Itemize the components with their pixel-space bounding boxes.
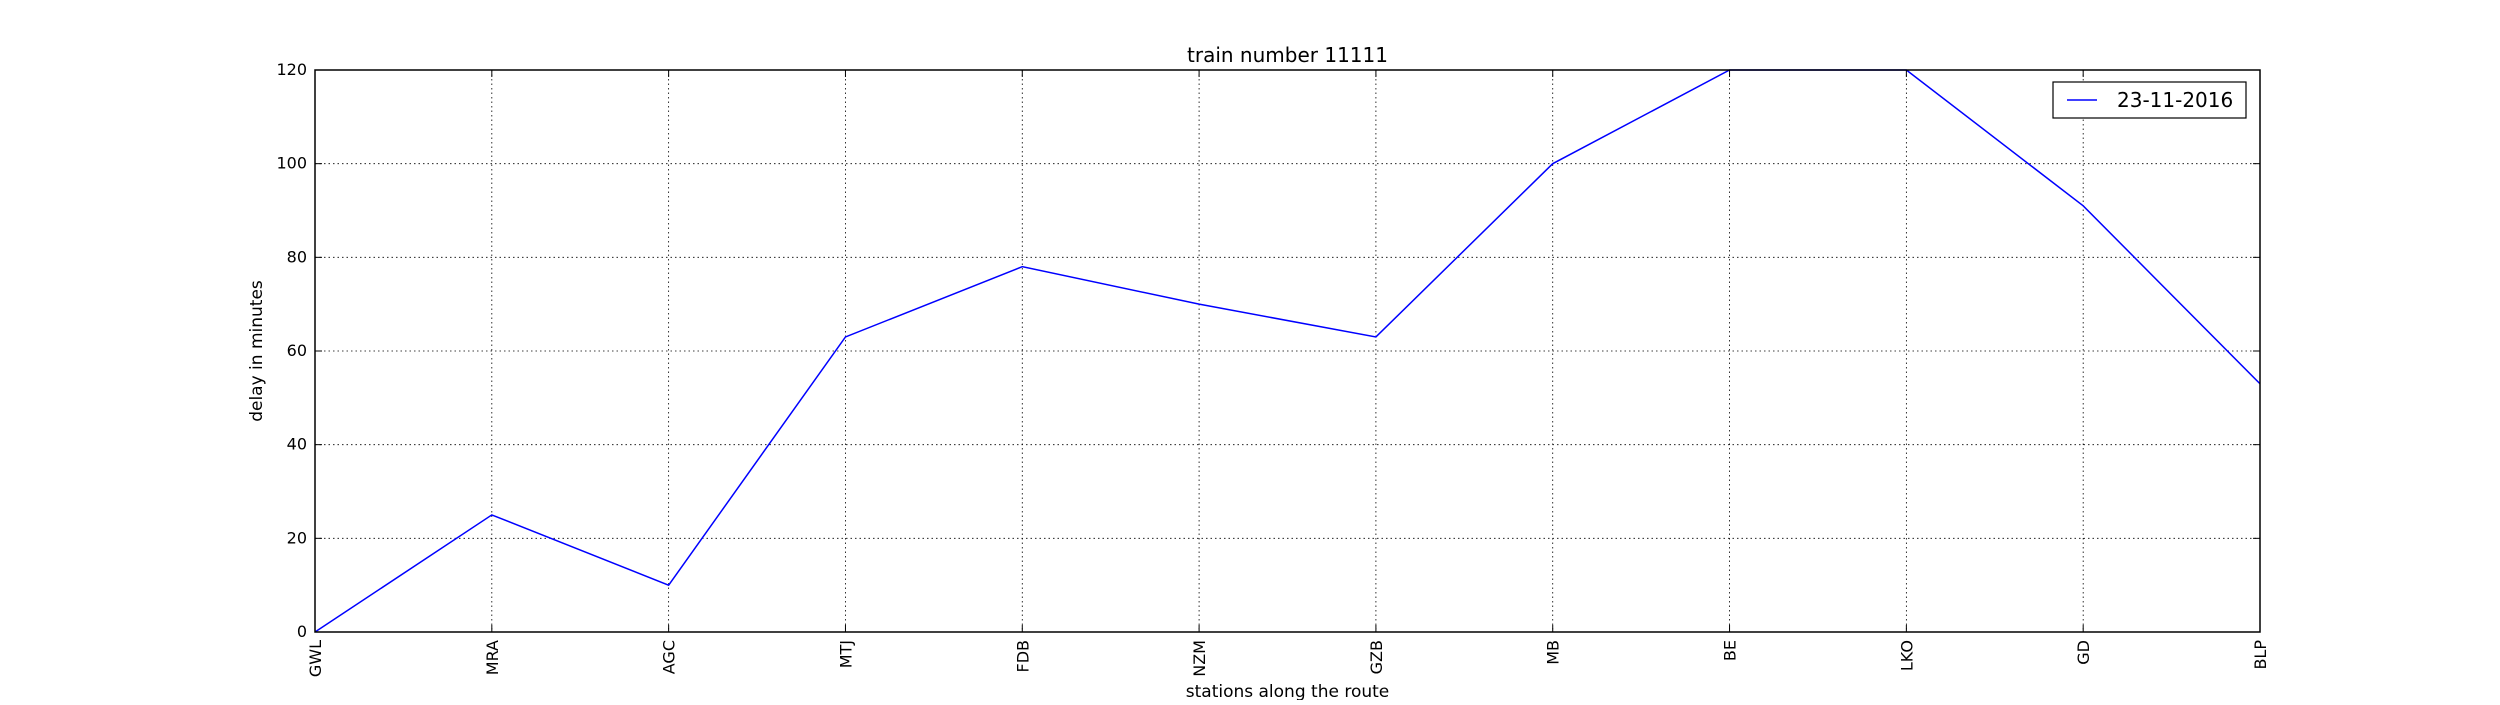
x-tick-label: FDB (1013, 640, 1032, 673)
axis-ticks (314, 69, 2261, 633)
y-tick-label: 120 (276, 60, 307, 79)
y-tick-label: 80 (287, 247, 307, 266)
series-layer (314, 69, 2261, 633)
x-tick-label: GZB (1367, 640, 1386, 674)
data-point (667, 583, 671, 587)
x-tick-label: LKO (1897, 640, 1916, 671)
y-axis-title: delay in minutes (247, 280, 267, 422)
data-point (1374, 335, 1378, 339)
x-tick-label: AGC (660, 640, 679, 674)
y-tick-label: 100 (276, 154, 307, 173)
x-tick-label: BLP (2251, 640, 2270, 670)
grid-lines (315, 70, 2260, 632)
data-point (1197, 302, 1201, 306)
series-line (314, 69, 2261, 633)
y-tick-label: 60 (287, 341, 307, 360)
data-point (1020, 265, 1024, 269)
data-point (843, 335, 847, 339)
chart-title: train number 11111 (1187, 43, 1388, 67)
data-point (1551, 162, 1555, 166)
y-tick-label: 20 (287, 528, 307, 547)
x-tick-label: GD (2074, 640, 2093, 665)
x-axis-title: stations along the route (1186, 682, 1390, 700)
data-point (490, 513, 494, 517)
x-tick-label: MB (1544, 640, 1563, 665)
x-tick-label: GWL (306, 640, 325, 677)
legend-label: 23-11-2016 (2117, 88, 2233, 112)
y-tick-label: 40 (287, 435, 307, 454)
x-tick-label: BE (1721, 640, 1740, 661)
x-tick-labels: GWL MRA AGC MTJ FDB NZM GZB MB BE LKO GD BLP (306, 640, 2270, 677)
y-tick-labels: 0 20 40 60 80 100 120 (276, 60, 307, 641)
x-tick-label: NZM (1190, 640, 1209, 677)
x-tick-label: MTJ (836, 640, 855, 668)
legend: 23-11-2016 (2052, 81, 2247, 119)
y-tick-label: 0 (297, 622, 307, 641)
x-tick-label: MRA (483, 640, 502, 675)
data-point (2081, 204, 2085, 208)
